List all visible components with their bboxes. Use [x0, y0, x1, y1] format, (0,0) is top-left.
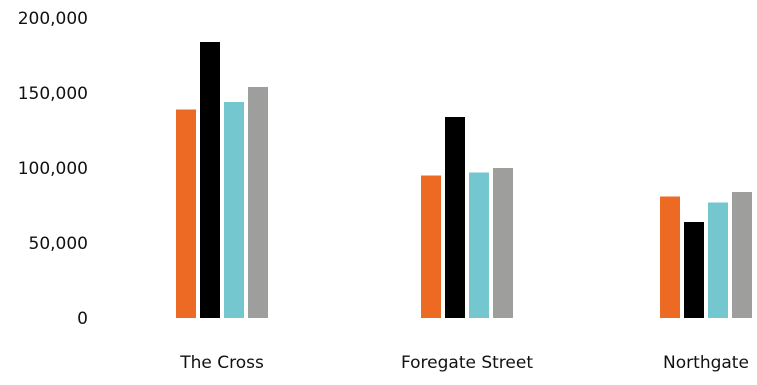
- bar: [421, 175, 441, 318]
- y-tick-label: 100,000: [18, 159, 88, 179]
- bar: [708, 202, 728, 318]
- x-tick-label: Northgate: [663, 353, 749, 373]
- bar-series-group: [176, 42, 752, 318]
- y-tick-label: 200,000: [18, 9, 88, 29]
- bar: [248, 87, 268, 318]
- x-tick-label: The Cross: [179, 353, 264, 373]
- bar: [493, 168, 513, 318]
- bar: [684, 222, 704, 318]
- x-axis-tick-labels: The Cross Foregate Street Northgate: [179, 353, 749, 373]
- bar: [200, 42, 220, 318]
- y-tick-label: 150,000: [18, 84, 88, 104]
- bar: [176, 109, 196, 318]
- y-axis-tick-labels: 0 50,000 100,000 150,000 200,000: [18, 9, 88, 329]
- bar: [660, 196, 680, 318]
- x-tick-label: Foregate Street: [401, 353, 533, 373]
- bar: [445, 117, 465, 318]
- y-tick-label: 50,000: [29, 234, 88, 254]
- bar: [224, 102, 244, 318]
- y-tick-label: 0: [77, 309, 88, 329]
- bar: [469, 172, 489, 318]
- bar: [732, 192, 752, 318]
